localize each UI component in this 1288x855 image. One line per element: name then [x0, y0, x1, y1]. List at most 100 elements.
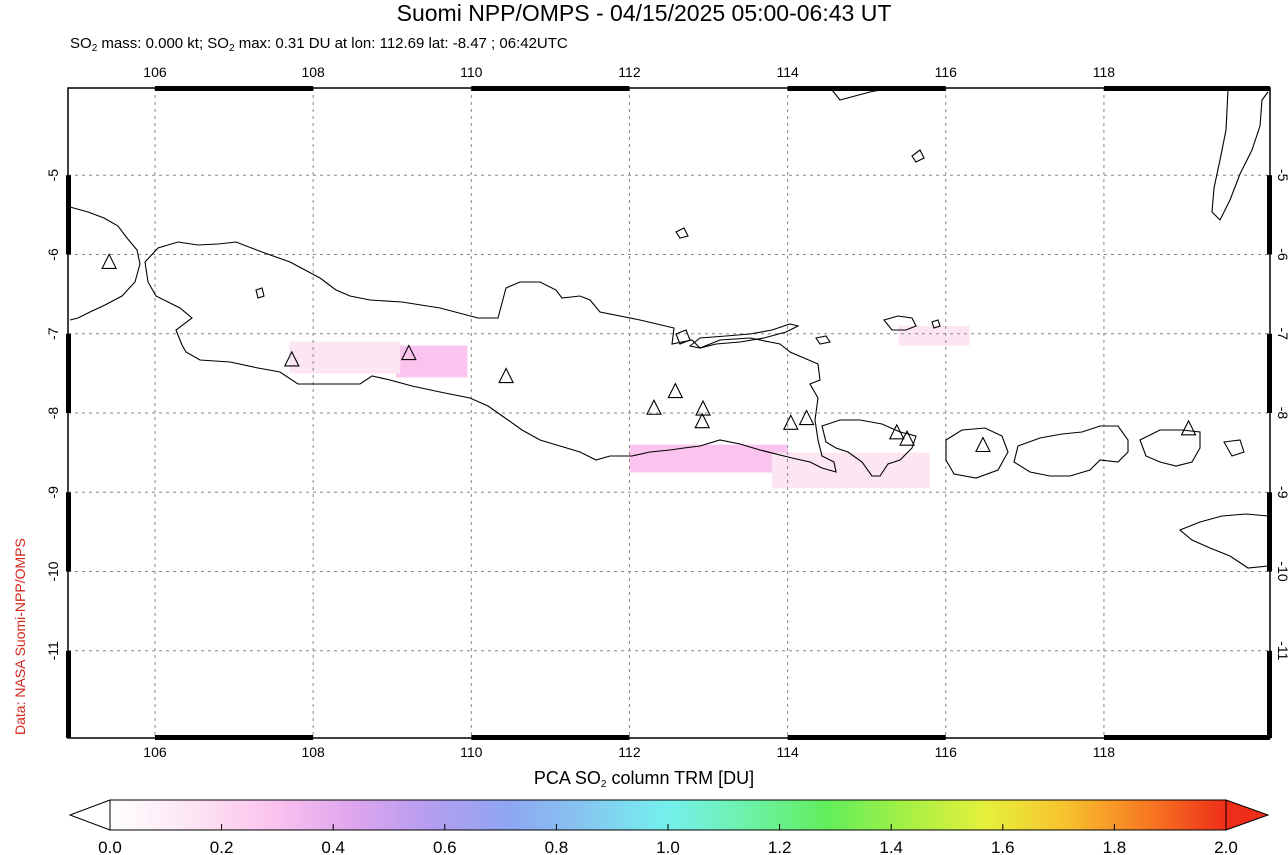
lat-tick-label: -11	[1275, 641, 1288, 660]
lat-tick-label: -10	[45, 561, 61, 581]
coast-islet-b	[815, 335, 831, 345]
colorbar-ticks: 0.0 0.2 0.4 0.6 0.8 1.0 1.2 1.4 1.6 1.8 2.0	[98, 824, 1238, 855]
so2-summary: SO2 mass: 0.000 kt; SO2 max: 0.31 DU at …	[70, 35, 568, 54]
coast-kangean	[883, 315, 917, 331]
so2-patch	[708, 206, 812, 255]
frame-bar-bottom	[471, 735, 630, 740]
volcano-icon	[1180, 419, 1197, 436]
colorbar-tick-label: 1.4	[879, 838, 903, 855]
frame-bar-top	[154, 86, 314, 91]
lon-tick-label: 108	[301, 64, 325, 80]
colorbar-over-arrow	[1225, 799, 1270, 831]
volcano-icon	[101, 253, 118, 269]
coast-bawean	[911, 149, 925, 163]
volcano-icon	[646, 399, 662, 415]
lon-tick-label: 112	[618, 64, 641, 80]
so2-patch	[297, 634, 409, 683]
coast-karimunjawa	[675, 227, 689, 239]
lon-tick-label: 110	[460, 744, 483, 760]
map-title: Suomi NPP/OMPS - 04/15/2025 05:00-06:43 …	[396, 0, 892, 26]
colorbar-tick-label: 1.0	[656, 838, 680, 855]
coast-madura	[688, 323, 800, 349]
lon-tick-label: 112	[618, 744, 641, 760]
coast-islet-a	[255, 287, 265, 299]
frame-bar-top	[1103, 86, 1270, 91]
lon-tick-labels-top: 106 108 110 112 114 116 118	[143, 64, 1115, 80]
colorbar-tick-label: 0.6	[433, 838, 457, 855]
so2-patch	[850, 262, 986, 326]
volcano-icon	[400, 344, 417, 361]
lat-tick-label: -7	[1275, 328, 1288, 341]
so2-patch	[463, 452, 606, 485]
colorbar-tick-label: 0.4	[321, 838, 345, 855]
lon-tick-label: 118	[1093, 64, 1116, 80]
lat-tick-label: -8	[1275, 407, 1288, 420]
volcano-icon	[694, 412, 711, 429]
so2-patch	[1072, 682, 1176, 731]
map-gridlines	[68, 88, 1270, 738]
frame-bar-right	[1267, 175, 1272, 255]
lat-tick-label: -11	[45, 641, 61, 660]
coast-bali	[821, 419, 917, 477]
lat-tick-label: -10	[1275, 561, 1288, 581]
coast-java	[144, 241, 837, 473]
colorbar-tick-label: 0.0	[98, 838, 122, 855]
frame-bar-right	[1267, 492, 1272, 572]
so2-patch	[1024, 183, 1144, 239]
colorbar-tick-label: 2.0	[1214, 838, 1238, 855]
so2-patch	[396, 345, 468, 378]
volcano-icon	[975, 436, 991, 453]
colorbar-tick-label: 0.2	[210, 838, 234, 855]
so2-map: 106 108 110 112 114 116 118 106 108 110 112 114 116…	[45, 64, 1288, 760]
lat-tick-labels-left: -5 -6 -7 -8 -9 -10 -11	[45, 169, 61, 661]
frame-bar-top	[787, 86, 946, 91]
so2-patches	[75, 183, 1176, 731]
volcano-icon	[782, 414, 799, 430]
so2-patch	[218, 516, 298, 556]
so2-patch	[953, 587, 1041, 635]
lon-tick-label: 106	[143, 64, 167, 80]
coast-islet-d	[1223, 439, 1245, 457]
volcano-icon	[498, 367, 514, 384]
lon-tick-label: 108	[301, 744, 325, 760]
volcano-icon	[667, 382, 684, 399]
lon-tick-label: 116	[935, 64, 958, 80]
volcano-icon	[899, 429, 915, 446]
so2-patch	[289, 341, 401, 374]
frame-bar-left	[66, 650, 71, 738]
coast-islet-e	[675, 329, 691, 345]
colorbar-tick-label: 0.8	[545, 838, 569, 855]
colorbar: 0.0 0.2 0.4 0.6 0.8 1.0 1.2 1.4 1.6 1.8 2.0	[68, 799, 1270, 855]
frame-bar-bottom	[787, 735, 946, 740]
lat-tick-label: -6	[45, 248, 61, 261]
frame-bar-bottom	[1103, 735, 1270, 740]
colorbar-label: PCA SO2 column TRM [DU]	[533, 768, 755, 790]
frame-bar-left	[66, 333, 71, 413]
lon-tick-label: 114	[776, 64, 799, 80]
coast-sumbawa-east	[1139, 429, 1201, 467]
coast-sumatra	[69, 206, 141, 321]
lon-tick-labels-bottom: 106 108 110 112 114 116 118	[143, 744, 1115, 760]
coast-sumbawa	[1013, 425, 1129, 477]
volcano-icon	[283, 350, 300, 367]
so2-patch	[771, 452, 930, 489]
frame-bar-right	[1267, 333, 1272, 413]
map-frame-ticks	[66, 86, 1272, 740]
lat-tick-label: -7	[45, 327, 61, 340]
frame-bar-right	[1267, 650, 1272, 738]
volcano-icon	[798, 409, 815, 426]
lat-tick-label: -5	[1275, 169, 1288, 182]
colorbar-tick-label: 1.8	[1103, 838, 1127, 855]
lon-tick-label: 114	[776, 744, 799, 760]
so2-patch	[75, 531, 155, 572]
so2-patch	[629, 444, 788, 473]
colorbar-tick-label: 1.6	[991, 838, 1015, 855]
lat-tick-label: -9	[1275, 486, 1288, 499]
lat-tick-label: -9	[45, 486, 61, 499]
lat-tick-label: -6	[1275, 248, 1288, 261]
volcano-icon	[888, 423, 905, 440]
volcano-markers	[101, 253, 1197, 453]
lon-tick-label: 106	[143, 744, 167, 760]
lon-tick-label: 118	[1093, 744, 1116, 760]
coast-sulawesi	[1211, 89, 1269, 221]
